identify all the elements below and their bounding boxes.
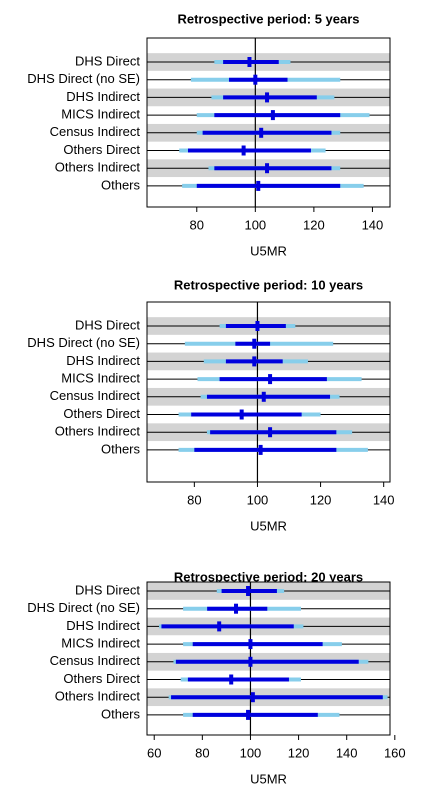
x-axis-label: U5MR (250, 243, 287, 258)
category-label: Others Direct (63, 406, 140, 421)
category-label: DHS Indirect (66, 353, 140, 368)
point-estimate (265, 163, 270, 174)
category-label: Others (101, 706, 141, 721)
point-estimate (268, 374, 273, 385)
category-label: MICS Indirect (61, 636, 140, 651)
x-tick-label: 80 (190, 217, 204, 232)
category-label: Census Indirect (50, 388, 141, 403)
point-estimate (261, 391, 266, 402)
category-label: Others Direct (63, 671, 140, 686)
category-label: MICS Indirect (61, 371, 140, 386)
point-estimate (258, 444, 263, 455)
category-label: DHS Indirect (66, 618, 140, 633)
point-estimate (248, 656, 253, 667)
point-estimate (252, 356, 257, 367)
category-label: Others Direct (63, 142, 140, 157)
point-estimate (217, 621, 222, 632)
point-estimate (239, 409, 244, 420)
point-estimate (248, 639, 253, 650)
x-tick-label: 120 (288, 745, 310, 760)
x-tick-label: 140 (336, 745, 358, 760)
category-label: DHS Direct (75, 582, 140, 597)
x-axis-label: U5MR (250, 771, 287, 786)
point-estimate (253, 74, 258, 85)
x-tick-label: 160 (384, 745, 406, 760)
plot-frame (146, 581, 391, 736)
x-tick-label: 120 (303, 217, 325, 232)
x-tick-label: 80 (187, 492, 201, 507)
point-estimate (250, 692, 255, 703)
x-tick-label: 140 (362, 217, 384, 232)
x-tick-label: 100 (240, 745, 262, 760)
x-tick-label: 60 (147, 745, 161, 760)
category-label: Others (101, 177, 141, 192)
category-label: DHS Direct (no SE) (27, 600, 140, 615)
x-tick-label: 100 (244, 217, 266, 232)
point-estimate (255, 321, 260, 331)
x-tick-label: 100 (247, 492, 269, 507)
point-estimate (241, 145, 246, 156)
category-label: MICS Indirect (61, 107, 140, 122)
category-label: Others (101, 441, 141, 456)
plot-frame (146, 37, 391, 208)
category-label: Census Indirect (50, 124, 141, 139)
x-axis-label: U5MR (250, 518, 287, 533)
point-estimate (247, 57, 252, 67)
point-estimate (246, 709, 251, 720)
category-label: DHS Direct (75, 317, 140, 332)
point-estimate (270, 110, 275, 121)
panel-title: Retrospective period: 10 years (174, 277, 363, 292)
category-label: DHS Direct (no SE) (27, 335, 140, 350)
category-label: Others Indirect (55, 689, 141, 704)
point-estimate (259, 127, 264, 138)
point-estimate (246, 586, 251, 596)
panel-title: Retrospective period: 20 years (174, 569, 363, 584)
x-tick-label: 80 (195, 745, 209, 760)
point-estimate (252, 338, 257, 349)
category-label: DHS Direct (75, 53, 140, 68)
point-estimate (229, 674, 234, 685)
x-tick-label: 140 (373, 492, 395, 507)
point-estimate (265, 92, 270, 103)
category-label: Census Indirect (50, 653, 141, 668)
plot-frame (146, 301, 391, 483)
category-label: Others Indirect (55, 424, 141, 439)
category-label: DHS Direct (no SE) (27, 71, 140, 86)
point-estimate (256, 180, 261, 191)
point-estimate (268, 427, 273, 438)
category-label: DHS Indirect (66, 89, 140, 104)
panel-title: Retrospective period: 5 years (177, 11, 359, 26)
x-tick-label: 120 (310, 492, 332, 507)
category-label: Others Indirect (55, 160, 141, 175)
point-estimate (234, 603, 239, 614)
